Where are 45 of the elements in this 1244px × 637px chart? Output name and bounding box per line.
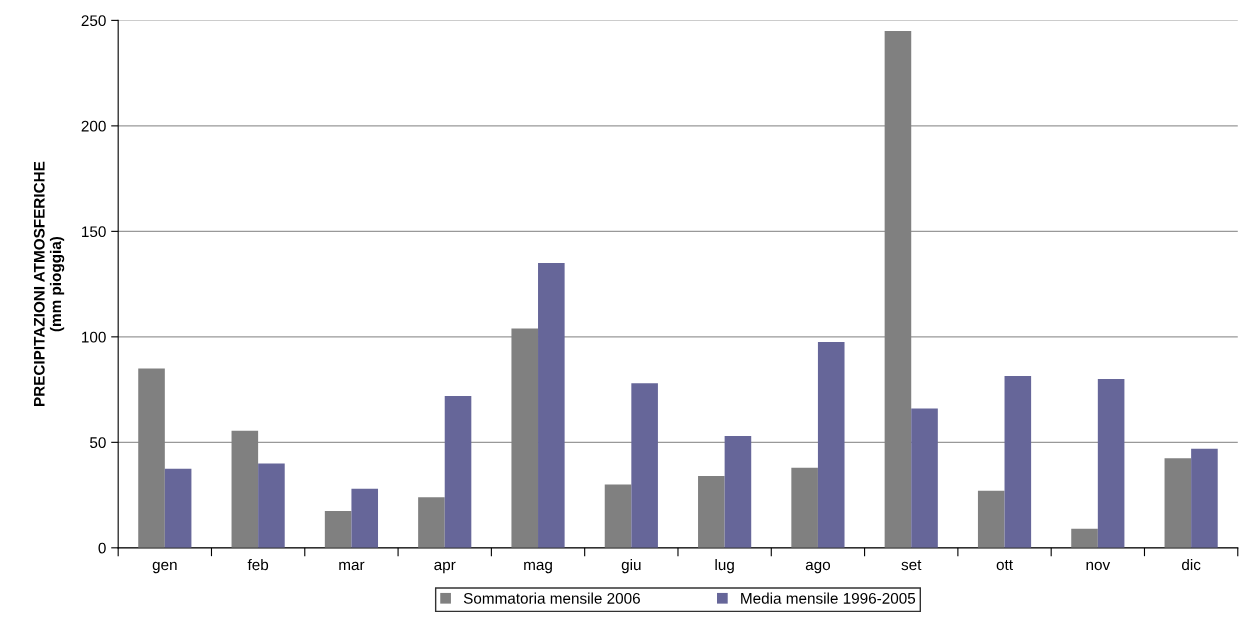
y-tick-label: 100: [82, 331, 106, 343]
y-tick-label: 0: [98, 542, 106, 554]
x-tick-label: dic: [1182, 558, 1201, 571]
bar: [418, 497, 445, 548]
x-tick-label: mar: [339, 561, 365, 571]
x-tick-label: set: [901, 560, 922, 571]
y-tick-label: 200: [81, 120, 106, 132]
bar: [791, 467, 818, 548]
bar: [231, 430, 259, 548]
x-tick-label: feb: [247, 558, 269, 571]
bar: [258, 463, 285, 548]
bar: [444, 395, 472, 548]
x-tick-label: mag: [524, 561, 552, 574]
bar: [911, 408, 938, 548]
y-tick-label: 150: [82, 226, 106, 238]
bar: [884, 30, 912, 548]
x-tick-label: gen: [152, 561, 177, 574]
bar: [817, 342, 845, 548]
bar: [1071, 528, 1098, 548]
bar: [724, 436, 752, 548]
x-tick-label: ago: [805, 561, 831, 574]
bar: [631, 383, 658, 548]
x-tick-label: ott: [996, 560, 1013, 571]
bar: [324, 510, 352, 548]
legend-label: Media mensile 1996-2005: [741, 592, 916, 604]
bar: [1097, 379, 1125, 548]
x-tick-label: apr: [434, 561, 456, 574]
bar: [538, 263, 565, 548]
bar: [138, 368, 165, 548]
bar: [511, 328, 539, 548]
bar: [1191, 448, 1218, 548]
y-tick-label: 50: [89, 437, 106, 449]
x-tick-label: lug: [715, 558, 734, 574]
y-tick-label: 250: [81, 15, 106, 27]
legend-label: Sommatoria mensile 2006: [463, 592, 640, 604]
bar: [698, 476, 725, 548]
bar: [977, 490, 1005, 548]
bar: [604, 484, 632, 548]
bar: [1004, 375, 1032, 548]
x-tick-label: nov: [1086, 561, 1111, 571]
y-axis-title: PRECIPITAZIONI ATMOSFERICHE (mm pioggia): [33, 161, 65, 407]
bar: [1164, 458, 1192, 548]
bar: [351, 488, 379, 548]
bar: [164, 468, 192, 548]
x-tick-label: giu: [621, 558, 641, 574]
